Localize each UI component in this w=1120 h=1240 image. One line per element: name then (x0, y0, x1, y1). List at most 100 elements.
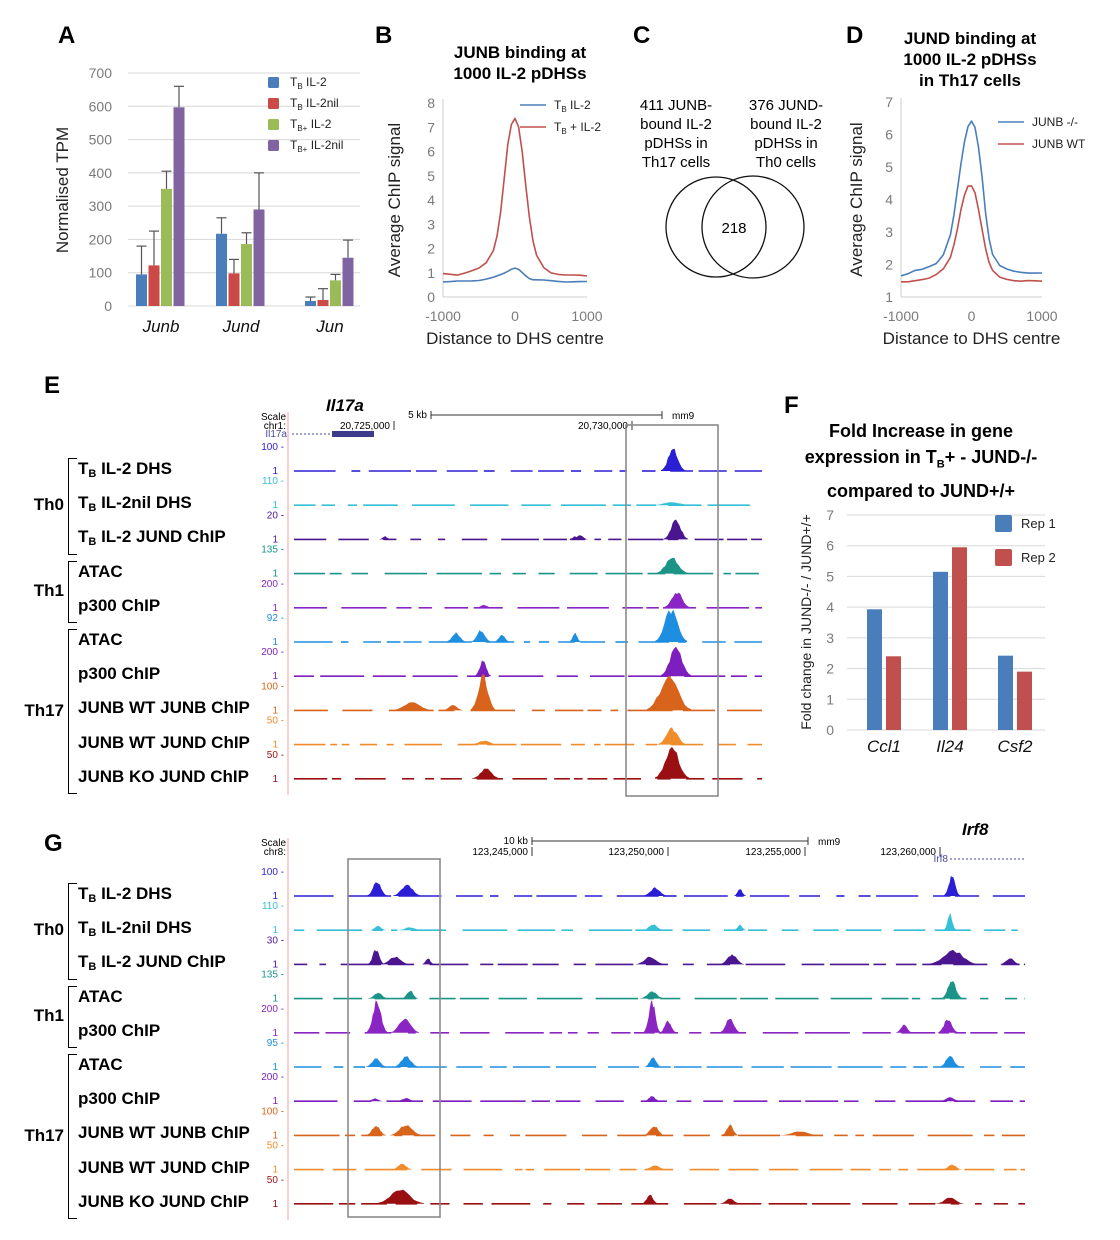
panel-e-gene-title: Il17a (326, 396, 364, 415)
track-max-label: 135 - (261, 970, 284, 981)
bar (136, 274, 147, 306)
track-min-label: 1 (272, 569, 278, 580)
legend-swatch (995, 515, 1012, 532)
label-line: pDHSs in (644, 135, 708, 152)
track-peak (394, 1056, 418, 1067)
track-peak (643, 1165, 667, 1170)
track-peak (658, 727, 686, 745)
track-label: p300 ChIP (78, 1089, 161, 1109)
track-peak (722, 1124, 738, 1136)
x-tick-label: -1000 (425, 308, 461, 324)
y-tick-label: 0 (826, 722, 834, 738)
group-bracket (68, 883, 77, 980)
track-peak (938, 1019, 958, 1033)
y-tick-label: 100 (89, 265, 113, 281)
track-peak (393, 884, 421, 896)
track-min-label: 1 (272, 1165, 278, 1176)
legend-label: TB IL-2nil (290, 96, 339, 112)
y-tick-label: 400 (89, 165, 113, 181)
group-bracket (68, 458, 77, 555)
x-category-label: Junb (142, 317, 180, 336)
scale-label: Scale (261, 412, 286, 423)
track-peak (720, 1018, 740, 1033)
track-max-label: 30 - (267, 935, 284, 946)
track-peak (398, 927, 422, 931)
x-category-label: Jund (222, 317, 260, 336)
track-max-label: 100 - (261, 442, 284, 453)
legend-label: JUNB WT (1032, 137, 1086, 151)
y-tick-label: 3 (427, 216, 435, 232)
track-peak (720, 954, 744, 965)
track-peak (642, 1194, 658, 1204)
group-bracket (68, 560, 77, 623)
label-sub: B (88, 893, 97, 905)
chrom-label: chr1: (264, 421, 286, 432)
cell-type-group-label: Th0 (33, 920, 64, 940)
track-peak (381, 956, 409, 965)
legend-swatch (268, 119, 279, 130)
y-tick-label: 5 (427, 168, 435, 184)
scale-bar-label: 10 kb (504, 836, 529, 847)
track-peak (780, 1131, 820, 1136)
x-axis-label: Distance to DHS centre (426, 329, 604, 348)
coordinate-label: 20,725,000 (340, 421, 390, 432)
y-axis-label: Normalised TPM (53, 127, 72, 253)
track-peak (443, 705, 463, 711)
cell-type-group-label: Th1 (33, 580, 64, 600)
track-peak (366, 1058, 386, 1067)
track-peak (476, 605, 492, 608)
panel-a-letter: A (58, 22, 76, 49)
track-peak (664, 592, 690, 608)
bar (867, 609, 882, 730)
track-peak (392, 1163, 412, 1170)
panel-b-title: JUNB binding at 1000 IL-2 pDHSs (420, 42, 620, 84)
track-label: ATAC (78, 630, 123, 649)
track-label: JUNB KO JUND ChIP (78, 1191, 249, 1211)
track-peak (655, 746, 689, 779)
track-max-label: 50 - (267, 1141, 284, 1152)
track-max-label: 200 - (261, 1072, 284, 1083)
gene-exon (332, 431, 374, 437)
bar (161, 188, 172, 306)
x-category-label: Il24 (936, 737, 963, 756)
track-peak (647, 675, 691, 711)
coordinate-label: 123,255,000 (745, 847, 801, 858)
track-label: p300 ChIP (78, 664, 161, 684)
chrom-label: chr8: (264, 847, 286, 858)
x-category-label: Jun (315, 317, 343, 336)
bar (253, 209, 265, 306)
bar (342, 257, 354, 306)
track-peak (660, 1020, 676, 1033)
title-line: Fold Increase in gene (828, 421, 1014, 441)
track-label: ATAC (78, 561, 123, 581)
track-label: ATAC (78, 1055, 123, 1074)
legend-label: TB IL-2 (554, 98, 591, 114)
track-peak (940, 1055, 960, 1067)
track-max-label: 50 - (267, 1175, 284, 1186)
panel-f-letter: F (784, 392, 799, 419)
bar (998, 655, 1013, 730)
track-max-label: 50 - (267, 750, 284, 761)
y-tick-label: 7 (826, 507, 834, 523)
legend-label: TB IL-2 (290, 75, 327, 91)
track-peak (379, 536, 391, 540)
x-category-label: Ccl1 (867, 737, 901, 756)
y-tick-label: 1 (826, 691, 834, 707)
panel-d-letter: D (846, 22, 864, 49)
cell-type-group-label: Th0 (33, 495, 64, 515)
track-peak (367, 1000, 387, 1033)
track-max-label: 95 - (267, 1038, 284, 1049)
panel-f-bar-chart: 0 1 2 3 4 5 6 7 Fold change in JUND-/- / JUND+/+… (798, 507, 1056, 756)
label-sub: B (88, 468, 97, 480)
track-peak (942, 1164, 962, 1170)
bar (148, 265, 160, 306)
y-tick-label: 7 (427, 119, 435, 135)
x-tick-label: 1000 (1026, 308, 1057, 324)
track-max-label: 110 - (262, 901, 284, 912)
bar (241, 244, 252, 306)
legend-label: Rep 1 (1021, 516, 1056, 531)
track-peak (652, 502, 692, 506)
assembly-label: mm9 (672, 411, 695, 422)
legend-label: TB+ IL-2nil (290, 138, 343, 154)
